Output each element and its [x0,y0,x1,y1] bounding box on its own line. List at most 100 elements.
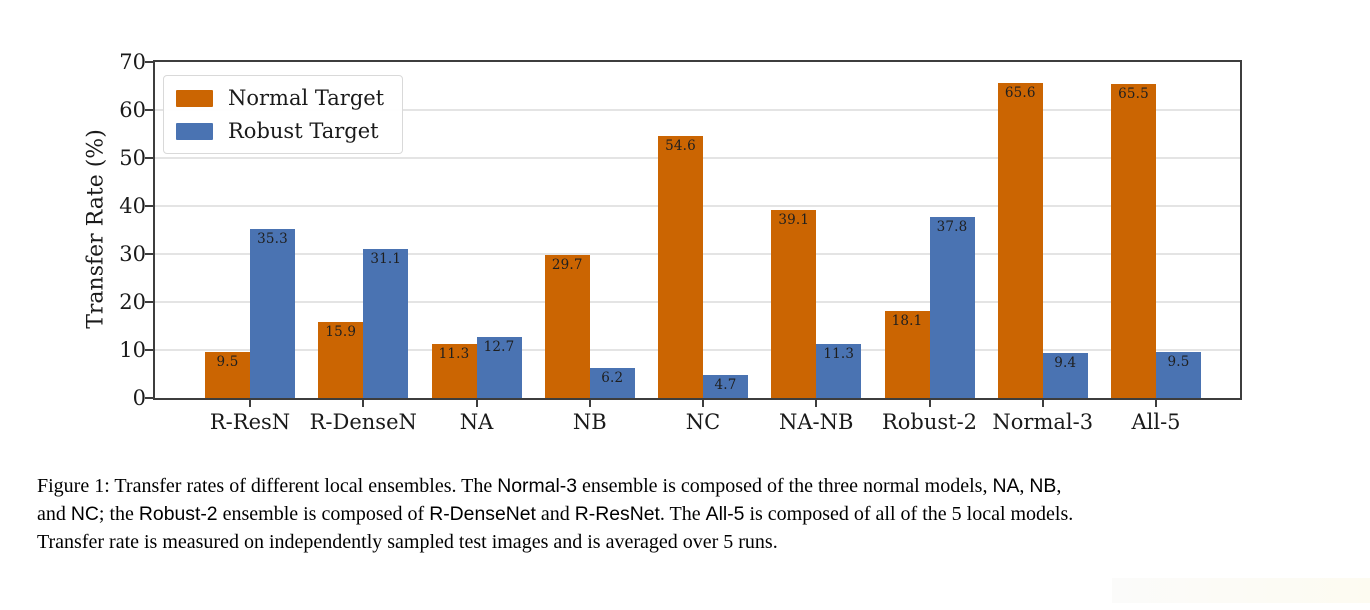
bar-value-label: 35.3 [257,230,288,247]
bar-normal-target: 9.5 [205,352,250,398]
x-category-label: Robust-2 [881,410,978,434]
caption-text-segment: . The [659,502,706,525]
x-tick-mark [362,400,365,407]
bar-value-label: 54.6 [665,137,696,154]
x-category-label: R-ResN [209,410,291,434]
bar-normal-target: 29.7 [544,255,590,398]
x-tick-mark [249,400,251,407]
bar-value-label: 15.9 [325,323,357,340]
bar-value-label: 9.5 [216,354,239,371]
figure-caption: Figure 1: Transfer rates of different lo… [37,473,1349,556]
x-tick-mark [815,400,818,407]
x-tick-mark [928,400,931,407]
caption-text-segment: and [37,502,71,525]
x-category-label: NA [459,410,494,434]
x-tick-mark [1041,400,1044,407]
y-tick-label: 40 [119,194,146,218]
caption-text-segment: and [535,502,575,525]
x-category-label: All-5 [1131,410,1181,434]
y-tick-label: 60 [119,98,146,122]
y-tick-mark [145,397,153,399]
caption-text-segment: NC [70,502,99,525]
y-tick-mark [145,205,153,207]
bar-value-label: 9.4 [1054,354,1077,371]
y-tick-mark [145,349,153,351]
bar-value-label: 9.5 [1167,354,1190,371]
bar-value-label: 39.1 [778,212,810,229]
caption-text-segment: ; the [98,502,139,525]
bar-normal-target: 54.6 [658,135,703,398]
caption-text-segment: ensemble is composed of [217,502,430,525]
caption-text-segment: , [1019,475,1030,497]
bar-normal-target: 39.1 [771,210,817,398]
bar-value-label: 6.2 [601,370,624,387]
bar-value-label: 11.3 [823,345,855,362]
bar-robust-target: 9.4 [1042,352,1088,398]
legend-label: Robust Target [228,119,379,143]
y-tick-label: 0 [132,386,146,410]
caption-text-segment: NA [992,475,1020,497]
bar-normal-target: 65.5 [1111,83,1156,398]
x-category-label: R-DenseN [309,410,417,434]
bar-value-label: 18.1 [891,313,923,330]
x-tick-mark [588,400,591,407]
y-tick-label: 20 [119,290,146,314]
bar-robust-target: 4.7 [703,375,748,398]
caption-text-segment: All-5 [705,502,745,525]
caption-text-segment: Robust-2 [138,502,218,525]
legend-item: Robust Target [176,119,384,143]
caption-text-segment: Normal-3 [497,475,577,497]
y-tick-mark [145,253,153,255]
gridline [155,109,1240,111]
bar-robust-target: 11.3 [816,343,862,398]
bar-robust-target: 6.2 [589,368,635,398]
bar-value-label: 29.7 [551,257,583,274]
corner-highlight-artifact [1112,578,1370,603]
caption-text-segment: , [1056,475,1062,497]
y-tick-label: 10 [119,338,146,362]
legend-item: Normal Target [176,86,384,110]
caption-text-segment: ensemble is composed of the three normal… [577,475,993,497]
x-tick-mark [702,400,704,407]
x-category-label: NA-NB [779,410,854,434]
bar-robust-target: 12.7 [476,337,522,398]
bar-robust-target: 37.8 [929,216,975,398]
bar-normal-target: 15.9 [318,321,364,398]
y-tick-mark [145,301,153,303]
plot-area: Normal Target Robust Target 9.5 35.3 15.9 31… [153,60,1242,400]
y-tick-mark [145,109,153,111]
bar-robust-target: 35.3 [250,228,295,398]
legend-label: Normal Target [228,86,385,110]
x-tick-mark [1155,400,1157,407]
x-category-label: NB [572,410,607,434]
bar-value-label: 37.8 [936,218,968,235]
bar-value-label: 11.3 [438,345,470,362]
bar-value-label: 4.7 [714,377,737,394]
bar-normal-target: 65.6 [997,83,1043,398]
caption-text-segment: NB [1029,475,1057,497]
caption-text-segment: R-ResNet [574,502,660,525]
legend-swatch-normal-target [176,89,213,107]
bar-value-label: 65.6 [1004,85,1036,102]
bar-value-label: 31.1 [370,250,402,267]
caption-text-segment: R-DenseNet [429,502,536,525]
y-tick-mark [145,61,153,63]
y-tick-mark [145,157,153,159]
chart-legend: Normal Target Robust Target [163,75,404,154]
x-category-label: Normal-3 [992,410,1094,434]
y-tick-label: 30 [119,242,146,266]
x-category-label: NC [685,410,721,434]
bar-normal-target: 11.3 [431,343,477,398]
caption-text-segment: Figure 1: Transfer rates of different lo… [37,475,498,497]
caption-text-segment: is composed of all of the 5 local models… [744,502,1074,525]
legend-swatch-robust-target [176,122,213,140]
x-tick-mark [475,400,478,407]
y-tick-label: 50 [119,146,146,170]
bar-robust-target: 9.5 [1156,352,1201,398]
bar-value-label: 12.7 [483,339,515,356]
bar-robust-target: 31.1 [363,248,409,398]
y-tick-label: 70 [119,50,146,74]
bar-normal-target: 18.1 [884,311,930,398]
caption-text-segment: Transfer rate is measured on independent… [37,530,778,553]
